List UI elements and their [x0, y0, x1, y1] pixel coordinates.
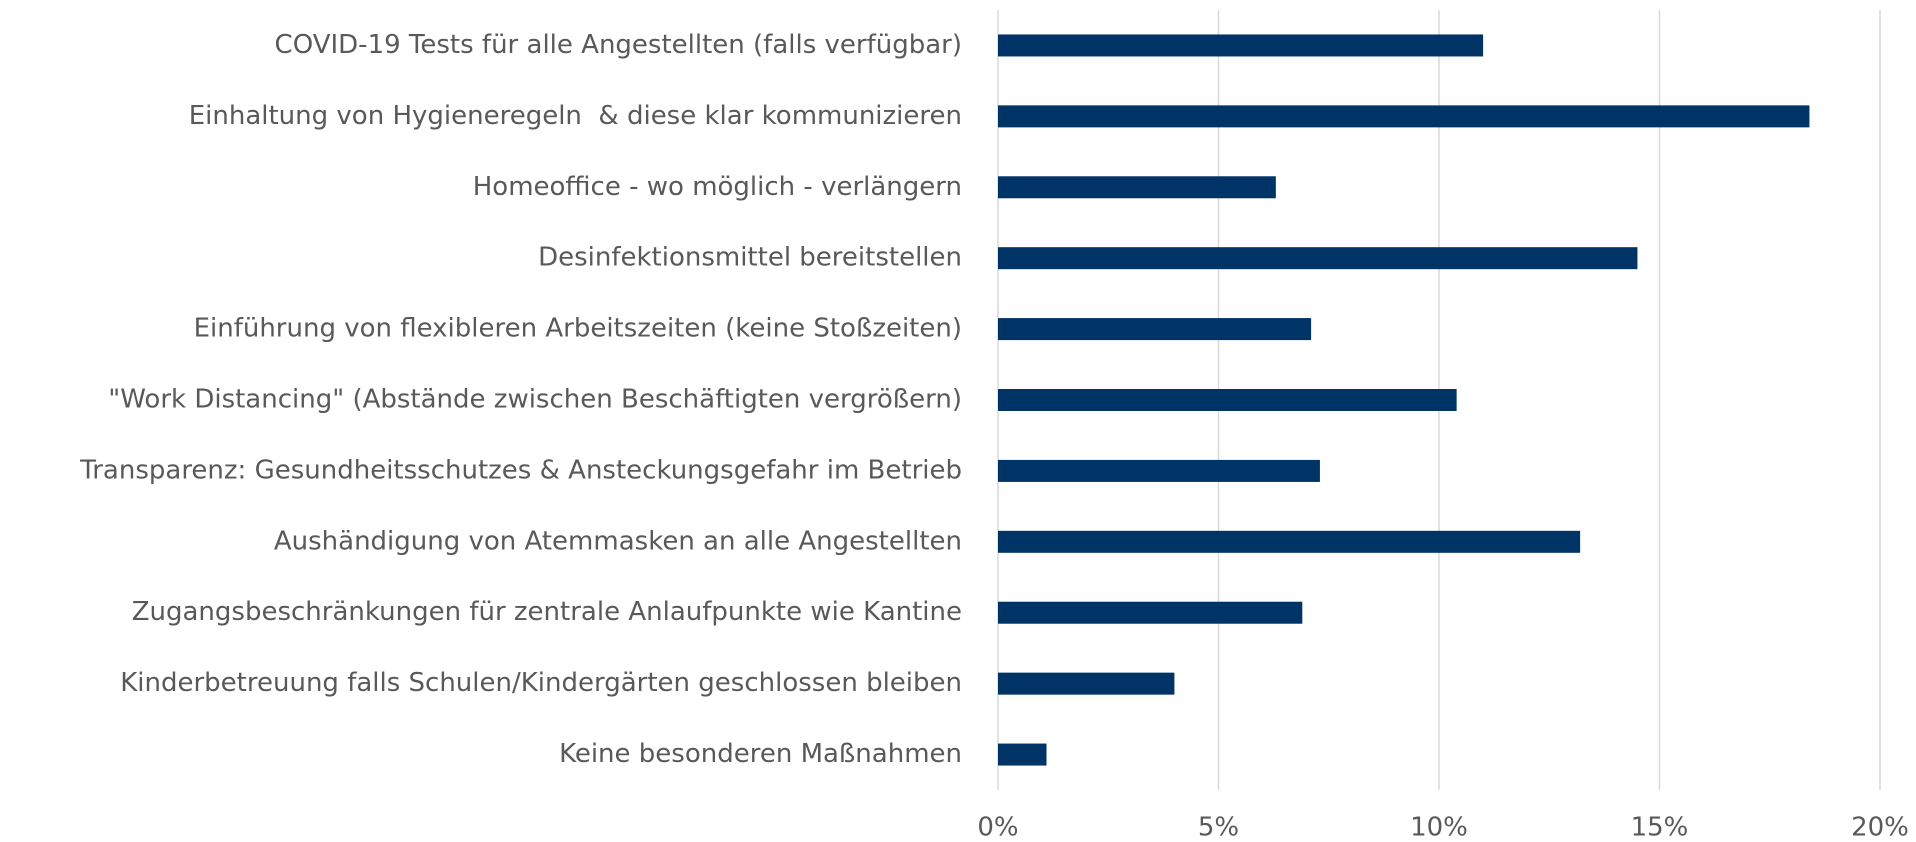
y-tick-label: Einhaltung von Hygieneregeln & diese kla… — [189, 101, 962, 131]
x-tick-label: 15% — [1631, 813, 1689, 842]
y-tick-label: Zugangsbeschränkungen für zentrale Anlau… — [132, 597, 962, 627]
bar — [998, 247, 1638, 270]
bar — [998, 34, 1484, 57]
bar — [998, 672, 1175, 695]
bar — [998, 389, 1457, 411]
x-tick-label: 0% — [977, 813, 1018, 842]
bar — [998, 601, 1303, 624]
y-tick-label: Keine besonderen Maßnahmen — [559, 739, 962, 769]
bar — [998, 743, 1047, 766]
bar — [998, 318, 1312, 341]
x-tick-label: 10% — [1410, 813, 1468, 842]
y-tick-label: COVID-19 Tests für alle Angestellten (fa… — [275, 30, 962, 60]
y-tick-label: Desinfektionsmittel bereitstellen — [538, 243, 962, 273]
y-tick-label: Aushändigung von Atemmasken an alle Ange… — [274, 526, 962, 556]
x-tick-label: 5% — [1198, 813, 1239, 842]
x-tick-label: 20% — [1851, 813, 1909, 842]
y-tick-label: Homeoffice - wo möglich - verlängern — [473, 172, 962, 202]
y-tick-label: Einführung von flexibleren Arbeitszeiten… — [194, 314, 962, 344]
bar — [998, 530, 1581, 553]
bar — [998, 176, 1276, 199]
bar — [998, 459, 1320, 482]
y-tick-label: "Work Distancing" (Abstände zwischen Bes… — [108, 385, 962, 415]
y-tick-label: Kinderbetreuung falls Schulen/Kindergärt… — [120, 668, 962, 698]
bar — [998, 105, 1810, 128]
y-tick-label: Transparenz: Gesundheitsschutzes & Anste… — [79, 455, 962, 485]
